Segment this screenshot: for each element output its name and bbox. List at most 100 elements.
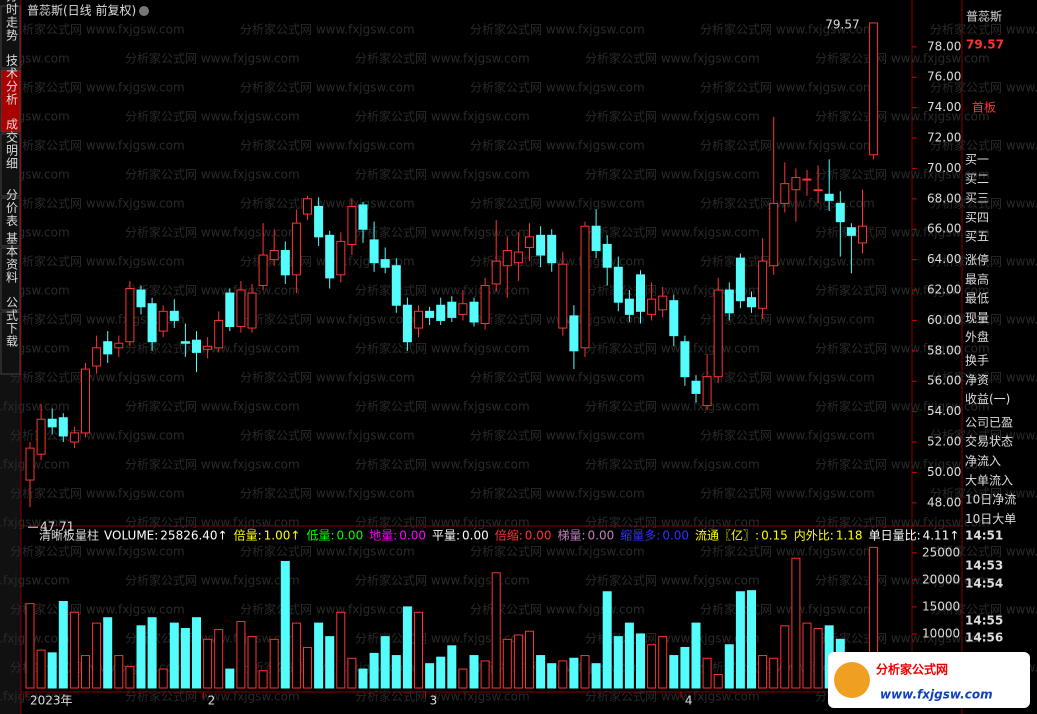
volume-bar [425,663,435,689]
candle-body [325,234,335,279]
indicator-value: 0.00 [336,529,363,543]
tab[interactable] [0,247,21,311]
candle-body [569,315,579,352]
tab[interactable] [0,5,21,69]
info-label: 现量 [965,311,989,325]
indicator-label: 缩量多: [620,528,660,543]
candle-body [147,303,157,343]
time-label: 14:55 [965,614,1003,628]
x-tick-label: 3 [430,694,438,708]
y-tick-label: 64.00 [927,252,961,266]
low-annotation: 47.71 [40,520,74,534]
y-tick-label: 76.00 [927,70,961,84]
watermark: 分析家公式网 www.fxjgsw.com [470,602,645,617]
candle-body [69,432,79,443]
info-label: 10日大单 [965,512,1016,526]
volume-bar [480,660,490,689]
candle-body [647,298,657,315]
candle-body [735,257,745,302]
candle-body [269,250,279,261]
watermark: 分析家公式网 www.fxjgsw.com [585,341,760,356]
watermark: 分析家公式网 www.fxjgsw.com [470,22,645,37]
watermark: 分析家公式网 www.fxjgsw.com [125,689,300,704]
candle-body [369,239,379,264]
volume-bar [813,628,823,689]
candle-body [658,295,668,311]
volume-bar [103,617,113,689]
candle-body [491,260,501,285]
watermark: 分析家公式网 www.fxjgsw.com [240,428,415,443]
menu-button[interactable] [139,6,149,16]
candle-body [536,234,546,256]
tab[interactable] [0,69,21,133]
candle-body [225,292,235,328]
candle-body [391,265,401,306]
tab[interactable] [0,133,21,197]
indicator-value: 1.00↑ [264,529,301,543]
candle-body [258,254,268,286]
tab-label: 成交明细 [5,118,19,170]
volume-bar [735,591,745,689]
watermark: 分析家公式网 www.fxjgsw.com [10,80,185,95]
board-tag: 首板 [972,101,996,115]
candle-body [469,301,479,323]
indicator-label: 单日量比: [869,529,921,543]
watermark: 分析家公式网 www.fxjgsw.com [700,22,875,37]
watermark: 分析家公式网 www.fxjgsw.com [585,167,760,182]
watermark: 分析家公式网 www.fxjgsw.com [125,399,300,414]
watermark: 分析家公式网 www.fxjgsw.com [10,370,185,385]
watermark: 分析家公式网 www.fxjgsw.com [700,138,875,153]
watermark: 分析家公式网 www.fxjgsw.com [0,573,70,588]
watermark: 分析家公式网 www.fxjgsw.com [0,631,70,646]
volume-bar [391,655,401,689]
volume-bar [280,560,290,689]
volume-bar [214,629,224,689]
tab-label: 技术分析 [5,54,19,106]
volume-bar [780,625,790,689]
volume-bar [747,590,756,689]
candle-body [347,205,357,245]
watermark: 分析家公式网 www.fxjgsw.com [355,225,530,240]
candle-body [780,183,790,204]
volume-bar [147,617,157,689]
watermark: 分析家公式网 www.fxjgsw.com [700,370,875,385]
watermark: 分析家公式网 www.fxjgsw.com [240,80,415,95]
volume-bar [136,625,146,689]
indicator-label: 内外比: [794,529,834,543]
candle-body [547,234,557,264]
info-label: 外盘 [965,329,989,344]
watermark: 分析家公式网 www.fxjgsw.com [355,457,530,472]
watermark: 分析家公式网 www.fxjgsw.com [470,80,645,95]
watermark: 分析家公式网 www.fxjgsw.com [470,486,645,501]
volume-bar [225,668,235,689]
y-tick-label: 74.00 [927,100,961,114]
candle-body [192,339,201,353]
y-tick-label: 20000 [922,572,960,586]
indicator-label: 低量: [306,529,334,543]
info-label: 10日净流 [965,493,1016,507]
watermark: 分析家公式网 www.fxjgsw.com [355,689,530,704]
watermark: 分析家公式网 www.fxjgsw.com [125,573,300,588]
candle-body [769,202,779,267]
candle-body [136,289,146,308]
y-tick-label: 70.00 [927,161,961,175]
watermark: 分析家公式网 www.fxjgsw.com [815,225,990,240]
candle-body [480,284,490,324]
tab[interactable] [0,197,21,247]
volume-bar [92,622,102,689]
y-tick-label: 48.00 [927,495,961,509]
watermark: 分析家公式网 www.fxjgsw.com [815,51,990,66]
candle-body [724,289,734,314]
volume-bar [203,638,213,689]
high-annotation: 79.57 [825,17,859,31]
y-tick-label: 52.00 [927,435,961,449]
watermark: 分析家公式网 www.fxjgsw.com [930,254,1037,269]
watermark: 分析家公式网 www.fxjgsw.com [10,486,185,501]
candle-body [114,342,124,349]
indicator-value: 0.00 [462,529,489,543]
watermark: 分析家公式网 www.fxjgsw.com [125,167,300,182]
time-label: 14:54 [965,577,1003,591]
tab[interactable] [0,311,21,375]
candle-body [702,376,712,407]
info-label: 净资 [965,373,989,387]
